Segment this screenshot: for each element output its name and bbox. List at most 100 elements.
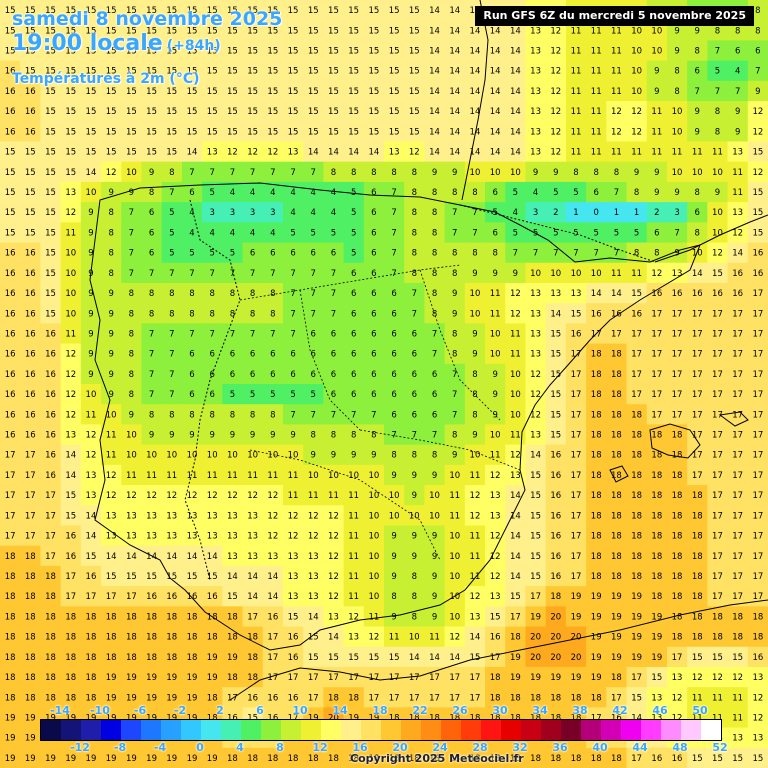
temperature-cell [121, 262, 143, 284]
temperature-cell [242, 222, 264, 244]
temperature-cell [363, 363, 385, 385]
temperature-value: 7 [311, 269, 316, 279]
temperature-value: 14 [86, 168, 97, 178]
temperature-cell [242, 60, 264, 82]
temperature-cell [404, 40, 426, 62]
temperature-value: 7 [311, 410, 316, 420]
temperature-value: 18 [126, 653, 137, 663]
temperature-cell [666, 80, 688, 102]
temperature-value: 12 [328, 572, 339, 582]
temperature-value: 8 [129, 289, 134, 299]
temperature-value: 10 [65, 289, 76, 299]
temperature-value: 19 [510, 673, 521, 683]
temperature-value: 18 [5, 673, 16, 683]
temperature-value: 16 [611, 309, 622, 319]
temperature-value: 18 [5, 592, 16, 602]
legend-top-label: -6 [133, 704, 147, 717]
temperature-cell [0, 303, 21, 324]
temperature-value: 18 [550, 592, 561, 602]
temperature-value: 16 [25, 87, 36, 97]
temperature-cell [121, 323, 143, 345]
temperature-value: 12 [470, 511, 481, 521]
temperature-value: 19 [5, 754, 16, 764]
temperature-value: 7 [432, 350, 437, 360]
temperature-value: 7 [311, 289, 316, 299]
temperature-value: 12 [530, 390, 541, 400]
temperature-value: 19 [25, 754, 36, 764]
temperature-value: 18 [591, 471, 602, 481]
temperature-value: 16 [5, 329, 16, 339]
temperature-value: 9 [654, 188, 659, 198]
temperature-cell [101, 161, 122, 183]
temperature-cell [646, 262, 668, 284]
temperature-cell [666, 141, 688, 163]
temperature-value: 19 [106, 754, 117, 764]
temperature-value: 10 [591, 269, 602, 279]
temperature-cell [323, 242, 345, 264]
temperature-cell [444, 20, 466, 42]
temperature-value: 15 [409, 87, 420, 97]
temperature-value: 3 [230, 208, 235, 218]
temperature-value: 18 [45, 653, 56, 663]
temperature-value: 10 [389, 491, 400, 501]
temperature-value: 14 [449, 47, 460, 57]
temperature-cell [545, 80, 567, 102]
temperature-cell [242, 80, 264, 102]
temperature-cell [303, 343, 324, 365]
temperature-value: 14 [409, 653, 420, 663]
temperature-value: 14 [490, 87, 501, 97]
temperature-value: 18 [692, 572, 703, 582]
temperature-value: 3 [533, 208, 538, 218]
temperature-value: 8 [189, 289, 194, 299]
temperature-value: 9 [695, 26, 700, 36]
temperature-value: 19 [591, 633, 602, 643]
temperature-value: 5 [715, 67, 720, 77]
temperature-value: 17 [712, 370, 723, 380]
temperature-cell [565, 80, 587, 102]
temperature-value: 6 [412, 390, 417, 400]
temperature-value: 12 [65, 350, 76, 360]
temperature-value: 8 [452, 269, 457, 279]
temperature-cell [161, 80, 183, 102]
temperature-cell [242, 141, 264, 163]
temperature-value: 15 [550, 350, 561, 360]
temperature-value: 19 [227, 653, 238, 663]
legend-bottom-label: 40 [592, 741, 608, 754]
temperature-cell [202, 282, 223, 304]
temperature-cell [727, 282, 749, 304]
temperature-value: 19 [631, 633, 642, 643]
temperature-value: 15 [389, 26, 400, 36]
temperature-value: 18 [25, 612, 36, 622]
temperature-value: 14 [490, 107, 501, 117]
temperature-cell [262, 202, 284, 223]
temperature-value: 15 [368, 47, 379, 57]
temperature-cell [121, 80, 143, 102]
temperature-value: 6 [189, 350, 194, 360]
temperature-value: 11 [288, 471, 299, 481]
temperature-value: 8 [129, 390, 134, 400]
temperature-cell [646, 363, 668, 385]
temperature-value: 11 [86, 410, 97, 420]
temperature-value: 5 [331, 228, 336, 238]
temperature-cell [666, 262, 688, 284]
temperature-value: 15 [389, 87, 400, 97]
temperature-value: 20 [530, 653, 541, 663]
temperature-cell [262, 161, 284, 183]
temperature-value: 17 [752, 309, 763, 319]
temperature-cell [80, 121, 102, 143]
temperature-value: 11 [106, 451, 117, 461]
temperature-cell [101, 343, 122, 365]
temperature-value: 7 [149, 329, 154, 339]
temperature-cell [40, 101, 62, 122]
temperature-cell [586, 303, 607, 324]
temperature-cell [181, 141, 203, 163]
temperature-cell [747, 181, 768, 203]
temperature-cell [404, 101, 426, 122]
temperature-cell [181, 80, 203, 102]
temperature-value: 14 [732, 249, 743, 259]
temperature-value: 4 [189, 228, 194, 238]
legend-swatch [161, 720, 181, 740]
temperature-cell [747, 343, 768, 365]
temperature-value: 10 [146, 451, 157, 461]
temperature-value: 14 [510, 127, 521, 137]
